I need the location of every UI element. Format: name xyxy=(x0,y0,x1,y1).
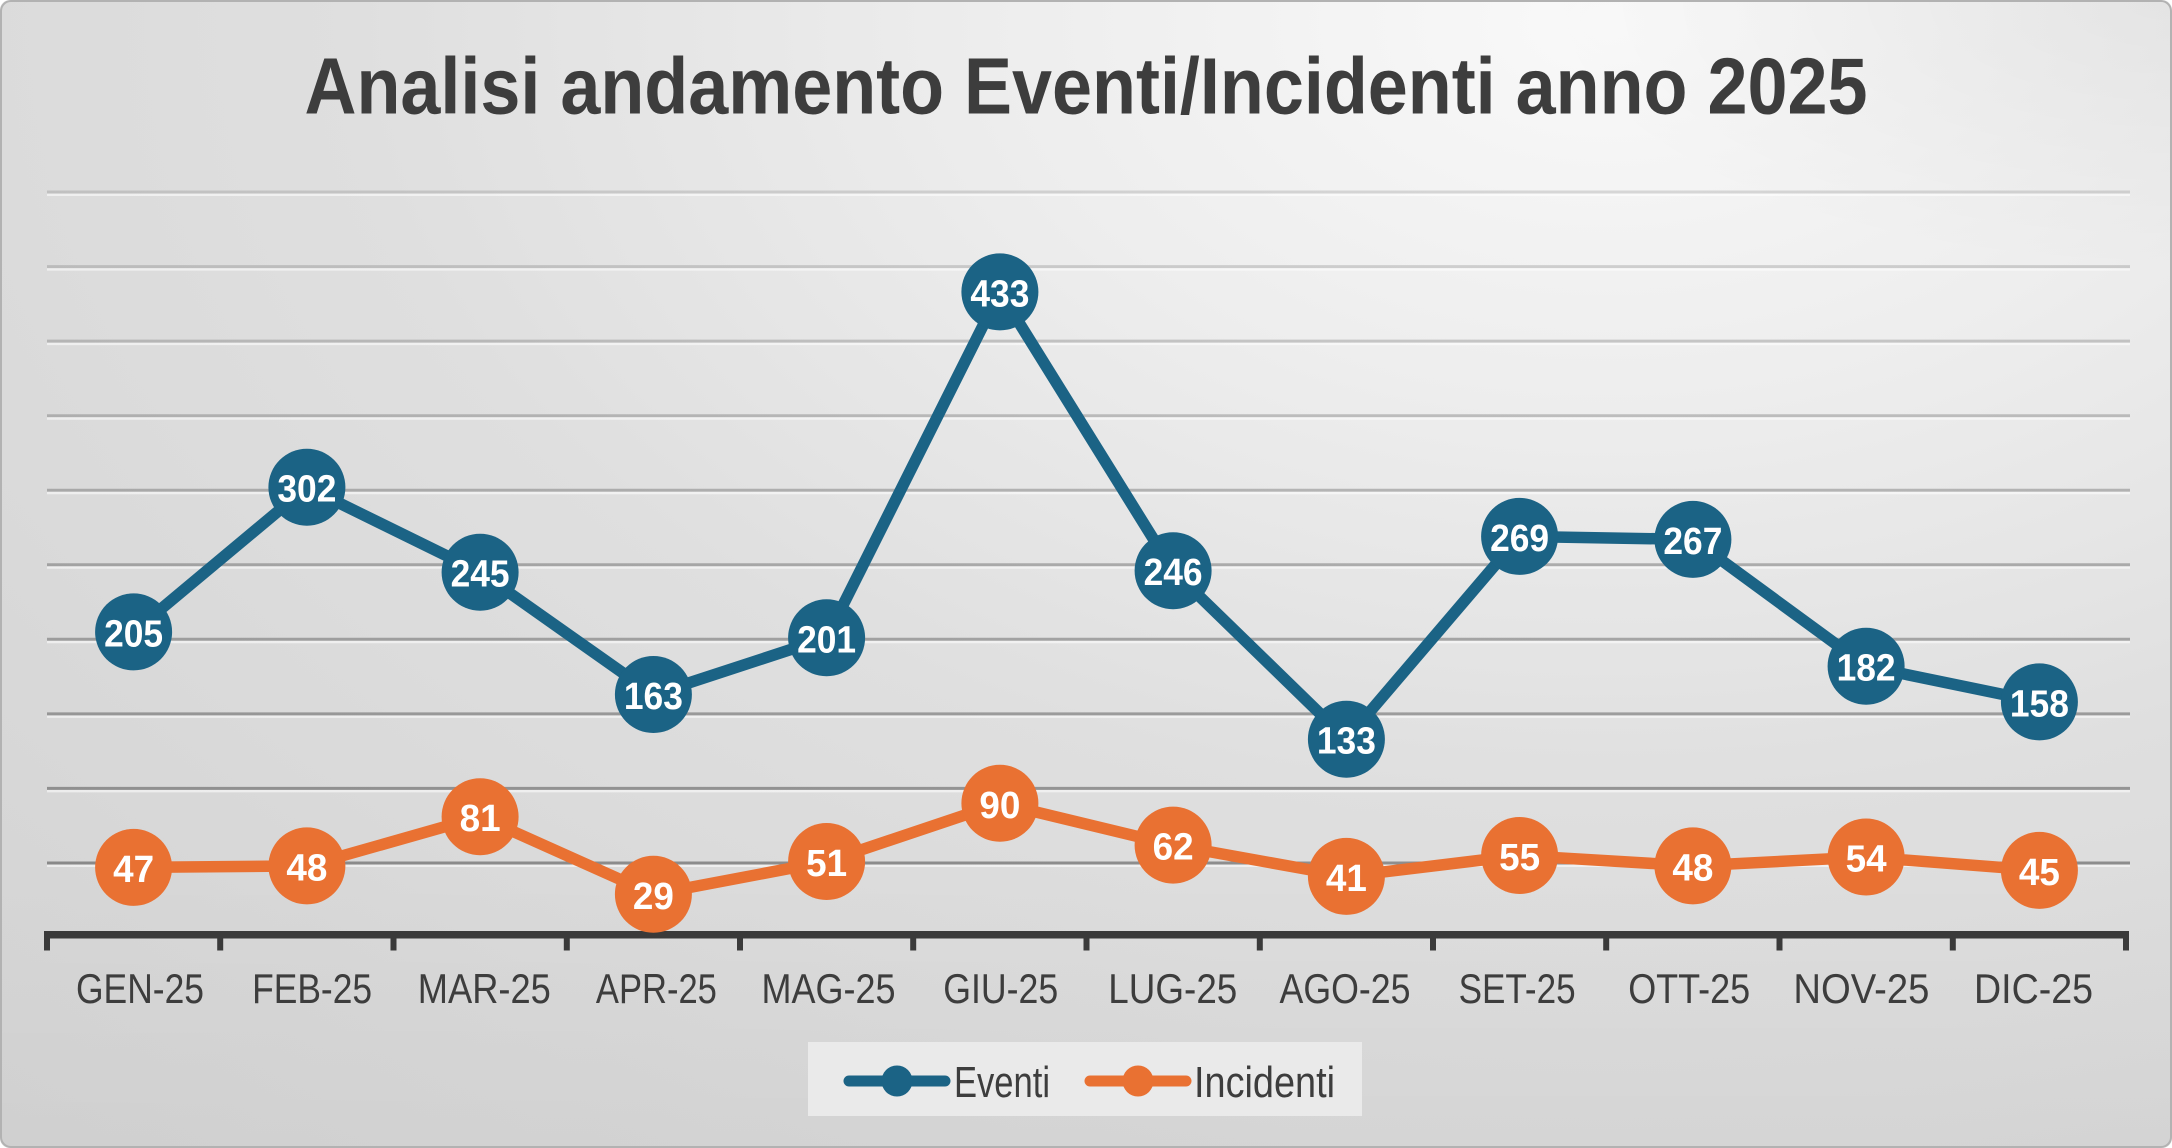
svg-text:267: 267 xyxy=(1663,521,1722,563)
svg-text:GIU-25: GIU-25 xyxy=(943,965,1058,1012)
svg-text:47: 47 xyxy=(113,849,154,891)
svg-text:54: 54 xyxy=(1846,839,1887,881)
svg-text:DIC-25: DIC-25 xyxy=(1974,965,2093,1012)
svg-text:62: 62 xyxy=(1153,827,1194,869)
svg-text:48: 48 xyxy=(286,847,327,889)
svg-text:Incidenti: Incidenti xyxy=(1194,1058,1335,1107)
svg-text:48: 48 xyxy=(1672,847,1713,889)
svg-text:55: 55 xyxy=(1499,837,1540,879)
svg-text:201: 201 xyxy=(797,619,856,661)
svg-text:GEN-25: GEN-25 xyxy=(76,965,204,1012)
svg-text:51: 51 xyxy=(806,843,847,885)
svg-text:FEB-25: FEB-25 xyxy=(252,965,372,1012)
svg-text:133: 133 xyxy=(1317,721,1376,763)
svg-text:269: 269 xyxy=(1490,518,1549,560)
svg-text:MAG-25: MAG-25 xyxy=(762,965,896,1012)
svg-text:163: 163 xyxy=(624,676,683,718)
svg-text:45: 45 xyxy=(2019,852,2060,894)
svg-text:90: 90 xyxy=(979,785,1020,827)
svg-text:MAR-25: MAR-25 xyxy=(418,965,551,1012)
svg-text:158: 158 xyxy=(2010,683,2069,725)
svg-text:41: 41 xyxy=(1326,858,1367,900)
svg-text:433: 433 xyxy=(970,273,1029,315)
svg-text:AGO-25: AGO-25 xyxy=(1280,965,1411,1012)
svg-text:29: 29 xyxy=(633,876,674,918)
svg-text:Analisi andamento Eventi/Incid: Analisi andamento Eventi/Incidenti anno … xyxy=(305,42,1868,131)
svg-text:182: 182 xyxy=(1837,648,1896,690)
svg-text:246: 246 xyxy=(1144,552,1203,594)
svg-text:302: 302 xyxy=(277,469,336,511)
svg-text:NOV-25: NOV-25 xyxy=(1793,965,1929,1012)
svg-text:LUG-25: LUG-25 xyxy=(1108,965,1237,1012)
svg-text:APR-25: APR-25 xyxy=(596,965,717,1012)
svg-text:OTT-25: OTT-25 xyxy=(1628,965,1750,1012)
svg-text:205: 205 xyxy=(104,613,163,655)
svg-text:Eventi: Eventi xyxy=(954,1058,1050,1107)
svg-text:SET-25: SET-25 xyxy=(1459,965,1576,1012)
svg-text:81: 81 xyxy=(460,798,501,840)
svg-text:245: 245 xyxy=(451,554,510,596)
